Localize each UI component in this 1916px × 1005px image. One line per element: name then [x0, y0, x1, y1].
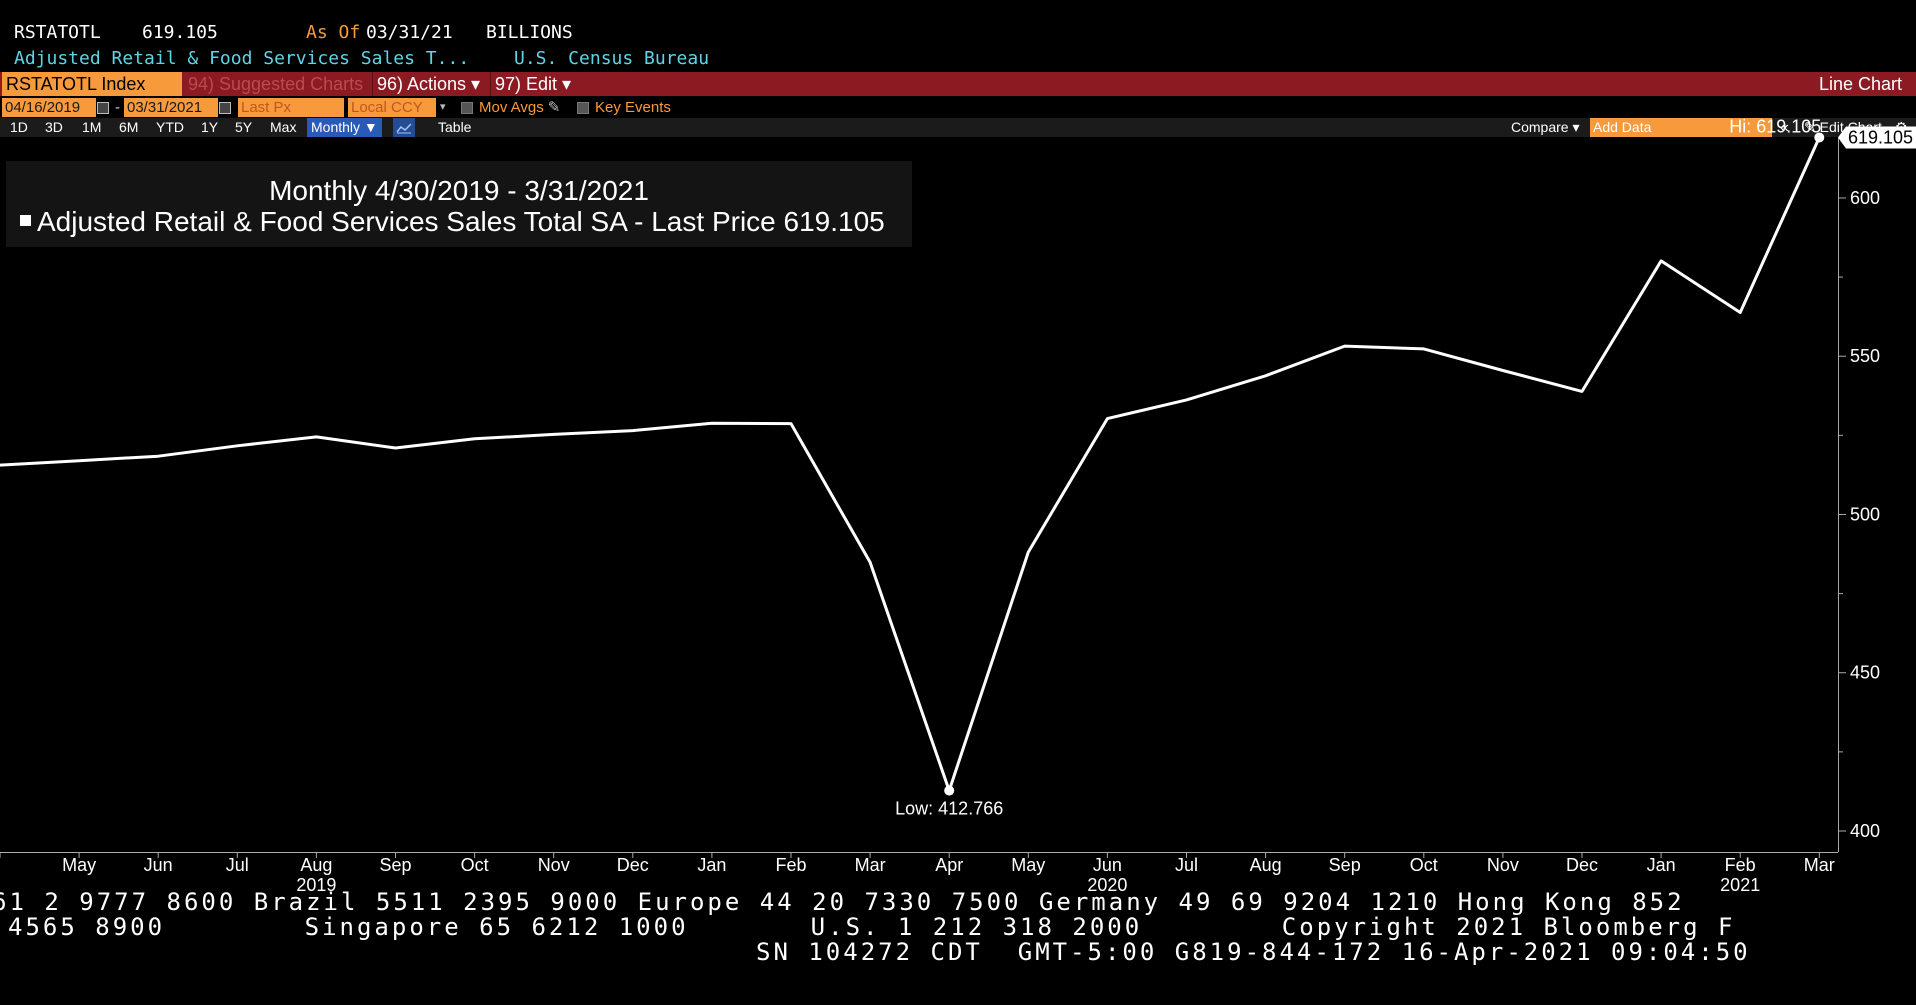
- x-tick-label: May: [1011, 855, 1045, 875]
- pencil-icon[interactable]: ✎: [547, 99, 561, 116]
- period-3d[interactable]: 3D: [45, 119, 63, 135]
- x-tick-label: Oct: [1410, 855, 1438, 875]
- x-tick-label: Mar: [855, 855, 886, 875]
- x-tick-label: Feb: [775, 855, 806, 875]
- security-description: Adjusted Retail & Food Services Sales T.…: [14, 48, 470, 69]
- add-data-input[interactable]: Add Data: [1590, 118, 1772, 137]
- footer-session-info: SN 104272 CDT GMT-5:00 G819-844-172 16-A…: [756, 938, 1751, 966]
- period-max[interactable]: Max: [270, 119, 297, 135]
- data-source: U.S. Census Bureau: [514, 48, 710, 69]
- x-tick-label: Aug: [1250, 855, 1282, 875]
- date-separator: -: [115, 99, 120, 116]
- x-tick-label: Nov: [538, 855, 570, 875]
- compare-menu[interactable]: Compare ▾: [1511, 119, 1580, 135]
- y-axis-line: [1838, 138, 1839, 852]
- as-of-date: 03/31/21: [366, 22, 453, 43]
- footer-contacts-line2: 4565 8900 Singapore 65 6212 1000 U.S. 1 …: [8, 913, 1736, 941]
- legend-title: Monthly 4/30/2019 - 3/31/2021: [269, 175, 649, 206]
- mov-avgs-checkbox[interactable]: [461, 102, 473, 115]
- series-color-swatch: [20, 215, 31, 227]
- y-tick-label: 400: [1850, 821, 1880, 841]
- x-year-label: 2019: [296, 875, 336, 895]
- series-line: [0, 136, 1821, 793]
- legend-series-label: Adjusted Retail & Food Services Sales To…: [37, 206, 776, 237]
- x-tick-label: May: [62, 855, 96, 875]
- actions-menu[interactable]: 96) Actions ▾: [372, 72, 488, 96]
- mov-avgs-toggle[interactable]: Mov Avgs ✎: [458, 98, 560, 117]
- y-tick-label: 500: [1850, 504, 1880, 524]
- last-price-tag-background: [1838, 126, 1916, 149]
- x-tick-label: Oct: [461, 855, 489, 875]
- x-tick-label: Jul: [226, 855, 249, 875]
- units-label: BILLIONS: [486, 22, 573, 43]
- last-price-tag: 619.105: [1838, 126, 1916, 149]
- mov-avgs-label: Mov Avgs: [479, 99, 544, 116]
- last-price-tag-value: 619.105: [1848, 127, 1913, 147]
- key-events-checkbox[interactable]: [577, 102, 589, 115]
- table-button[interactable]: Table: [438, 119, 472, 135]
- y-tick-label: 550: [1850, 346, 1880, 366]
- edit-menu[interactable]: 97) Edit ▾: [490, 72, 574, 96]
- y-axis-ticks: 400 450 500 550 600: [1838, 188, 1880, 841]
- x-tick-label: Jun: [144, 855, 173, 875]
- x-tick-label: Sep: [379, 855, 411, 875]
- key-events-label: Key Events: [595, 99, 671, 116]
- x-tick-label: Dec: [1566, 855, 1598, 875]
- x-tick-label: Jun: [1093, 855, 1122, 875]
- x-tick-label: Jan: [1647, 855, 1676, 875]
- start-date-field[interactable]: 04/16/2019: [2, 98, 96, 117]
- x-tick-label: Feb: [1725, 855, 1756, 875]
- high-point-marker: [1814, 132, 1825, 143]
- end-calendar-icon[interactable]: [219, 98, 233, 117]
- key-events-toggle[interactable]: Key Events: [574, 98, 671, 117]
- last-value: 619.105: [142, 22, 218, 43]
- x-tick-label: Aug: [300, 855, 332, 875]
- security-input[interactable]: RSTATOTL Index: [2, 72, 182, 96]
- as-of-label: As Of: [306, 22, 361, 43]
- period-1m[interactable]: 1M: [82, 119, 102, 135]
- period-toolbar: 1D 3D 1M 6M YTD 1Y 5Y Max Monthly ▼ Tabl…: [0, 118, 1916, 137]
- currency-dropdown-icon[interactable]: ▾: [440, 101, 446, 113]
- controls-row: 04/16/2019 - 03/31/2021 Last Px Local CC…: [0, 98, 1916, 118]
- suggested-charts-menu[interactable]: 94) Suggested Charts: [188, 74, 364, 94]
- frequency-selector[interactable]: Monthly ▼: [307, 118, 382, 137]
- x-year-label: 2021: [1720, 875, 1760, 895]
- y-tick-label: 450: [1850, 663, 1880, 683]
- x-tick-label: Jul: [1175, 855, 1198, 875]
- x-tick-label: Nov: [1487, 855, 1519, 875]
- high-label: Hi: 619.105: [1729, 116, 1821, 136]
- x-axis-line: [0, 852, 1838, 853]
- ticker-symbol: RSTATOTL: [14, 22, 101, 43]
- y-tick-label: 600: [1850, 188, 1880, 208]
- x-tick-label: Apr: [935, 855, 963, 875]
- period-ytd[interactable]: YTD: [156, 119, 184, 135]
- chart-type-label: Line Chart: [1818, 74, 1902, 94]
- field-selector[interactable]: Last Px: [238, 98, 344, 117]
- end-date-field[interactable]: 03/31/2021: [124, 98, 218, 117]
- start-calendar-icon[interactable]: [97, 98, 111, 117]
- legend-series-entry: Adjusted Retail & Food Services Sales To…: [20, 206, 885, 238]
- collapse-icon[interactable]: «: [1780, 119, 1789, 136]
- low-point-marker: [944, 785, 955, 796]
- period-5y[interactable]: 5Y: [235, 119, 253, 135]
- footer-contacts-line1: 61 2 9777 8600 Brazil 5511 2395 9000 Eur…: [0, 888, 1685, 916]
- period-6m[interactable]: 6M: [119, 119, 139, 135]
- period-1d[interactable]: 1D: [10, 119, 28, 135]
- line-chart: 400 450 500 550 600 May Jun Jul Aug Sep Oct Nov Dec…: [0, 116, 1916, 895]
- x-axis-ticks: May Jun Jul Aug Sep Oct Nov Dec Jan Feb Mar Apr May J…: [0, 852, 1835, 895]
- x-tick-label: Sep: [1329, 855, 1361, 875]
- x-year-label: 2020: [1087, 875, 1127, 895]
- x-tick-label: Jan: [697, 855, 726, 875]
- menu-bar: RSTATOTL Index 94) Suggested Charts 96) …: [0, 72, 1916, 96]
- x-tick-label: Dec: [617, 855, 649, 875]
- currency-selector[interactable]: Local CCY: [348, 98, 436, 117]
- chart-style-icon[interactable]: [393, 118, 415, 137]
- low-label: Low: 412.766: [895, 799, 1003, 819]
- period-1y[interactable]: 1Y: [201, 119, 219, 135]
- x-tick-label: Mar: [1804, 855, 1835, 875]
- chart-legend: Monthly 4/30/2019 - 3/31/2021 Adjusted R…: [6, 161, 912, 247]
- legend-series-value: 619.105: [783, 206, 885, 237]
